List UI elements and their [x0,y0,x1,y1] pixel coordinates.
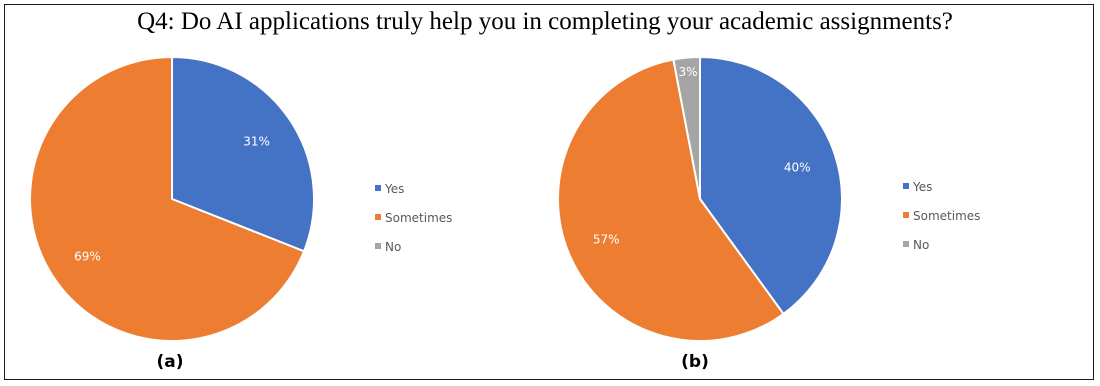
pie-a-slice-sometimes [29,55,306,342]
figure-frame [4,4,1094,380]
pie-b-label-sometimes: 57% [593,233,620,247]
pie-b-slice-no [672,55,701,200]
pie-b-label-yes: 40% [784,160,811,174]
pie-b-slice-yes [699,55,843,316]
legend-a-swatch-sometimes [375,214,381,220]
legend-a-swatch-no [375,243,381,249]
legend-b-swatch-no [903,241,909,247]
caption-a: (a) [156,352,184,372]
legend-a-label-sometimes: Sometimes [385,211,452,225]
legend-b-swatch-yes [903,183,909,189]
pie-a-label-sometimes: 69% [74,249,101,263]
figure-title: Q4: Do AI applications truly help you in… [137,8,953,35]
legend-b-label-no: No [913,238,929,252]
pie-b-label-no: 3% [678,65,697,79]
pie-a-slice-yes [171,55,315,253]
legend-b-label-sometimes: Sometimes [913,209,980,223]
caption-b: (b) [681,352,709,372]
legend-a-swatch-yes [375,185,381,191]
pie-b-slice-sometimes [557,58,785,342]
legend-b-label-yes: Yes [912,180,932,194]
legend-a-label-no: No [385,240,401,254]
pie-a-label-yes: 31% [243,135,270,149]
legend-b-swatch-sometimes [903,212,909,218]
legend-a-label-yes: Yes [384,182,404,196]
